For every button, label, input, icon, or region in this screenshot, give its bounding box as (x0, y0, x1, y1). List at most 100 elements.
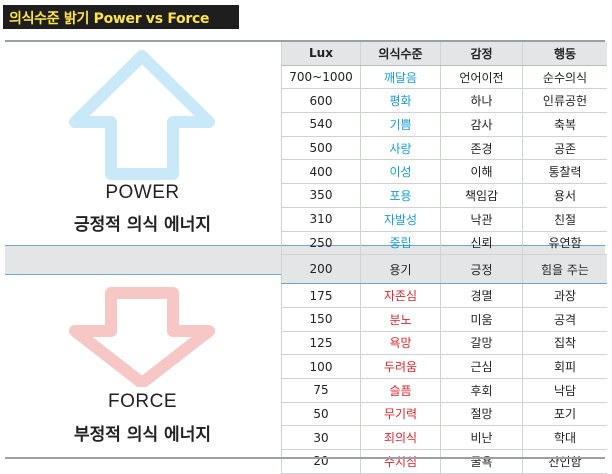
level-cell: 중립 (360, 231, 441, 256)
table-row: 75 슬픔 후회 낙담 (281, 378, 607, 403)
table-row: 100 두려움 근심 회피 (281, 354, 607, 379)
lux-cell: 600 (281, 88, 361, 114)
level-cell: 기쁨 (360, 112, 441, 137)
behavior-cell: 과장 (522, 283, 607, 308)
emotion-cell: 언어이전 (440, 65, 523, 90)
table-row: 30 죄의식 비난 학대 (281, 425, 607, 450)
lux-cell: 20 (281, 449, 361, 474)
lux-cell: 30 (281, 425, 361, 450)
table-row: 250 중립 신뢰 유연함 (281, 231, 607, 256)
emotion-cell: 비난 (440, 425, 523, 450)
title-bar: 의식수준 밝기 Power vs Force (3, 5, 239, 29)
emotion-cell: 근심 (440, 354, 523, 379)
emotion-cell: 이해 (440, 159, 523, 185)
arrow-down-icon (69, 287, 215, 387)
lux-cell: 200 (281, 254, 361, 285)
behavior-cell: 축복 (522, 112, 607, 137)
header-behavior: 행동 (522, 42, 607, 66)
table-row: 540 기쁨 감사 축복 (281, 112, 607, 137)
table-row: 700~1000 깨달음 언어이전 순수의식 (281, 65, 607, 90)
level-cell: 깨달음 (360, 65, 441, 90)
emotion-cell: 굴욕 (440, 449, 523, 474)
bottom-rule (5, 457, 605, 459)
emotion-cell: 후회 (440, 378, 523, 403)
level-cell: 슬픔 (360, 378, 441, 403)
behavior-cell: 순수의식 (522, 65, 607, 90)
power-panel: POWER 긍정적 의식 에너지 (5, 42, 280, 245)
force-subtitle: 부정적 의식 에너지 (74, 425, 211, 445)
lux-cell: 500 (281, 136, 361, 161)
lux-cell: 400 (281, 159, 361, 185)
force-panel: FORCE 부정적 의식 에너지 (5, 275, 280, 457)
emotion-cell: 갈망 (440, 331, 523, 356)
table-row: 400 이성 이해 통찰력 (281, 159, 607, 185)
behavior-cell: 집착 (522, 331, 607, 356)
behavior-cell: 친절 (522, 207, 607, 232)
behavior-cell: 용서 (522, 183, 607, 208)
table-row: 125 욕망 갈망 집착 (281, 331, 607, 356)
emotion-cell: 존경 (440, 136, 523, 161)
emotion-cell: 하나 (440, 88, 523, 114)
lux-cell: 700~1000 (281, 65, 361, 90)
level-cell: 욕망 (360, 331, 441, 356)
level-cell: 분노 (360, 307, 441, 332)
header-lux: Lux (281, 42, 361, 66)
lux-cell: 50 (281, 402, 361, 427)
behavior-cell: 잔인함 (522, 449, 607, 474)
table-row: 350 포용 책임감 용서 (281, 183, 607, 208)
top-rule (5, 40, 605, 42)
level-cell: 죄의식 (360, 425, 441, 450)
lux-cell: 125 (281, 331, 361, 356)
level-cell: 두려움 (360, 354, 441, 379)
emotion-cell: 책임감 (440, 183, 523, 208)
behavior-cell: 회피 (522, 354, 607, 379)
behavior-cell: 포기 (522, 402, 607, 427)
behavior-cell: 힘을 주는 (522, 254, 607, 285)
emotion-cell: 절망 (440, 402, 523, 427)
level-cell: 평화 (360, 88, 441, 114)
arrow-up-icon (69, 50, 215, 180)
behavior-cell: 공존 (522, 136, 607, 161)
level-cell: 수치심 (360, 449, 441, 474)
lux-cell: 150 (281, 307, 361, 332)
table-row: 500 사랑 존경 공존 (281, 136, 607, 161)
emotion-cell: 낙관 (440, 207, 523, 232)
behavior-cell: 통찰력 (522, 159, 607, 185)
table-row: 150 분노 미움 공격 (281, 307, 607, 332)
table-row: 310 자발성 낙관 친절 (281, 207, 607, 232)
level-cell: 포용 (360, 183, 441, 208)
level-cell: 자발성 (360, 207, 441, 232)
behavior-cell: 공격 (522, 307, 607, 332)
behavior-cell: 유연함 (522, 231, 607, 256)
table-row-middle: 200 용기 긍정 힘을 주는 (281, 254, 607, 285)
page-title: 의식수준 밝기 Power vs Force (9, 11, 210, 27)
emotion-cell: 신뢰 (440, 231, 523, 256)
emotion-cell: 감사 (440, 112, 523, 137)
header-level: 의식수준 (360, 42, 441, 66)
emotion-cell: 미움 (440, 307, 523, 332)
level-cell: 사랑 (360, 136, 441, 161)
behavior-cell: 학대 (522, 425, 607, 450)
table-row: 50 무기력 절망 포기 (281, 402, 607, 427)
lux-cell: 540 (281, 112, 361, 137)
table-row: 20 수치심 굴욕 잔인함 (281, 449, 607, 474)
force-title: FORCE (108, 391, 177, 412)
power-title: POWER (105, 182, 180, 203)
consciousness-table: Lux 의식수준 감정 행동 700~1000 깨달음 언어이전 순수의식 600 평화 하… (281, 42, 607, 474)
emotion-cell: 경멸 (440, 283, 523, 308)
lux-cell: 100 (281, 354, 361, 379)
lux-cell: 250 (281, 231, 361, 256)
level-cell: 자존심 (360, 283, 441, 308)
emotion-cell: 긍정 (440, 254, 523, 285)
level-cell: 용기 (360, 254, 441, 285)
lux-cell: 310 (281, 207, 361, 232)
table-row: 175 자존심 경멸 과장 (281, 283, 607, 308)
level-cell: 무기력 (360, 402, 441, 427)
behavior-cell: 인류공헌 (522, 88, 607, 114)
behavior-cell: 낙담 (522, 378, 607, 403)
lux-cell: 75 (281, 378, 361, 403)
lux-cell: 350 (281, 183, 361, 208)
table-header-row: Lux 의식수준 감정 행동 (281, 42, 607, 66)
level-cell: 이성 (360, 159, 441, 185)
power-subtitle: 긍정적 의식 에너지 (74, 215, 211, 235)
